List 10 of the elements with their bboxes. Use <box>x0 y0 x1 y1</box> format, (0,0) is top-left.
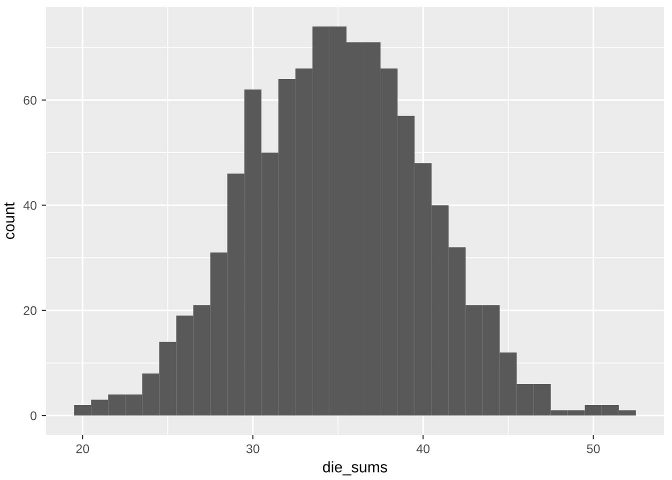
y-tick-label: 0 <box>30 411 36 420</box>
x-tick-label: 40 <box>416 444 430 454</box>
y-tick-label: 60 <box>24 96 36 105</box>
y-axis-title: count <box>4 202 14 240</box>
x-tick-label: 30 <box>246 444 260 454</box>
y-tick-label: 40 <box>23 201 36 210</box>
y-tick-label: 20 <box>24 306 36 316</box>
x-tick-label: 20 <box>76 444 90 454</box>
x-tick-label: 50 <box>586 444 600 454</box>
x-axis-title: die_sums <box>322 461 388 476</box>
